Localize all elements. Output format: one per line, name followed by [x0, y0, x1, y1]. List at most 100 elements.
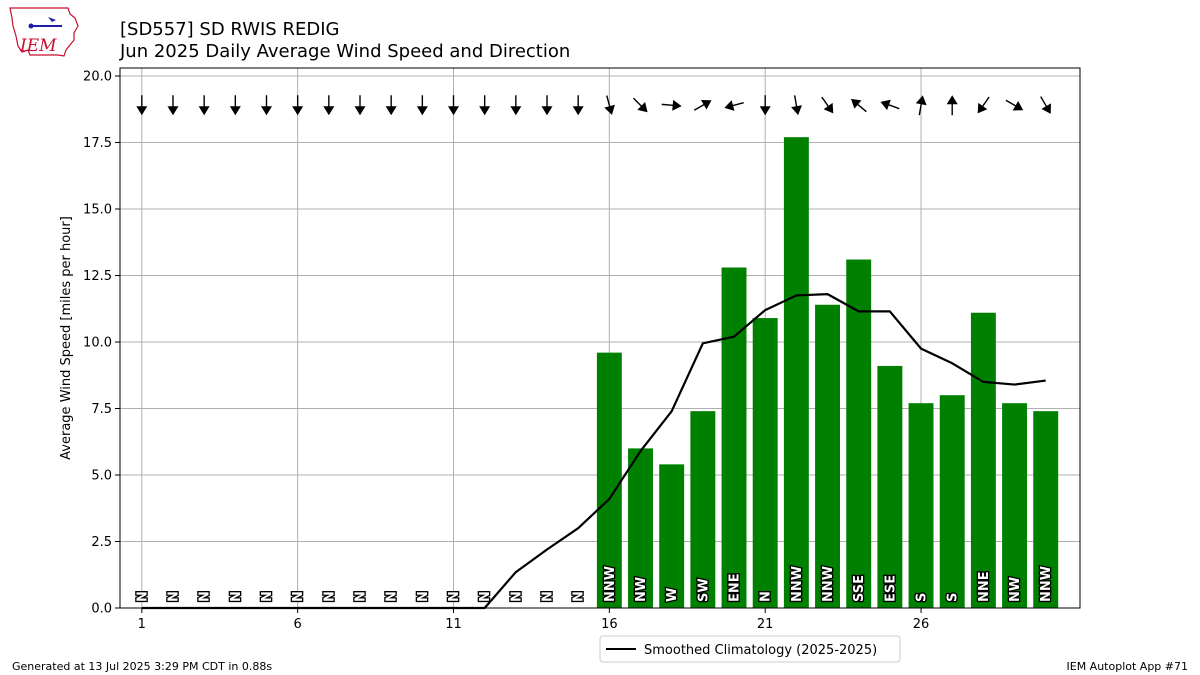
y-tick-label: 20.0 — [83, 69, 112, 84]
speed-bar — [659, 464, 685, 608]
wind-direction-arrow — [572, 95, 584, 116]
direction-labels: N N N N N N N N N N N N N N N NNW NW W SW ENE N NNW NNW SSE ESE S… — [134, 565, 1055, 604]
wind-direction-arrow — [448, 95, 460, 116]
y-tick-label: 7.5 — [91, 402, 112, 417]
logo-station-dot — [28, 23, 34, 29]
speed-bar — [908, 403, 934, 608]
speed-bar — [752, 318, 778, 608]
speed-bar — [970, 312, 996, 608]
wind-direction-arrow — [821, 96, 834, 114]
logo-text: IEM — [19, 36, 57, 56]
arrow-head — [604, 104, 615, 115]
direction-label: N — [385, 591, 400, 602]
arrow-head — [167, 106, 179, 116]
speed-bars — [596, 137, 1059, 608]
direction-label: N — [322, 591, 337, 602]
direction-label: SW — [696, 578, 711, 602]
wind-direction-arrow — [946, 95, 958, 116]
wind-direction-arrow — [1040, 96, 1051, 114]
arrow-head — [724, 100, 735, 111]
logo-wind-flag — [48, 17, 56, 22]
wind-direction-arrow — [323, 95, 335, 116]
arrow-head — [416, 106, 428, 116]
wind-direction-arrow — [661, 99, 682, 111]
wind-direction-arrow — [510, 95, 522, 116]
arrow-head — [851, 98, 862, 109]
y-tick-label: 17.5 — [83, 136, 112, 151]
direction-label: N — [447, 591, 462, 602]
direction-label: N — [229, 591, 244, 602]
arrow-head — [260, 106, 272, 116]
wind-direction-arrow — [724, 100, 744, 111]
chart-title-line1: [SD557] SD RWIS REDIG — [120, 19, 339, 40]
x-tick-label: 16 — [601, 617, 618, 632]
direction-label: W — [665, 588, 680, 602]
arrow-head — [791, 105, 802, 116]
legend: Smoothed Climatology (2025-2025) — [599, 635, 901, 663]
direction-label: S — [915, 593, 930, 602]
x-tick-label: 6 — [294, 617, 302, 632]
direction-label: N — [509, 591, 524, 602]
speed-bar — [721, 267, 747, 608]
direction-label: NNW — [790, 566, 805, 602]
direction-label: N — [478, 591, 493, 602]
wind-direction-arrow — [791, 95, 802, 116]
wind-direction-arrow — [915, 95, 927, 116]
wind-direction-arrow — [1005, 99, 1024, 111]
direction-label: N — [260, 591, 275, 602]
wind-direction-arrow — [416, 95, 428, 116]
arrow-head — [700, 99, 712, 110]
wind-direction-arrow — [604, 95, 615, 115]
direction-label: N — [135, 591, 150, 602]
wind-direction-arrow — [632, 97, 648, 113]
arrow-head — [977, 102, 988, 114]
direction-label: SSE — [852, 575, 867, 602]
direction-label: NNW — [1039, 566, 1054, 602]
wind-direction-arrow — [541, 95, 553, 116]
plot-frame — [119, 67, 1081, 609]
speed-bar — [1002, 403, 1028, 608]
arrow-head — [1041, 103, 1051, 114]
direction-label: NW — [634, 577, 649, 602]
legend-label: Smoothed Climatology (2025-2025) — [644, 643, 877, 658]
speed-bar — [877, 365, 903, 608]
direction-label: N — [354, 591, 369, 602]
direction-label: N — [572, 591, 587, 602]
arrow-head — [823, 102, 834, 114]
wind-direction-arrow — [880, 99, 900, 111]
arrow-head — [572, 106, 584, 116]
wind-direction-arrow — [167, 95, 179, 116]
arrow-head — [759, 106, 771, 116]
y-tick-label: 15.0 — [83, 202, 112, 217]
legend-box — [599, 635, 901, 663]
wind-direction-arrow — [851, 98, 867, 113]
wind-direction-arrow — [136, 95, 148, 116]
x-tick-label: 26 — [913, 617, 930, 632]
arrow-head — [915, 95, 927, 106]
direction-label: ENE — [728, 573, 743, 602]
arrow-head — [510, 106, 522, 116]
arrow-head — [385, 106, 397, 116]
arrow-head — [479, 106, 491, 116]
direction-label: N — [166, 591, 181, 602]
direction-label: NNW — [603, 566, 618, 602]
y-tick-label: 5.0 — [91, 468, 112, 483]
speed-bar — [628, 448, 653, 608]
speed-bar — [939, 395, 965, 608]
direction-label: NNE — [977, 571, 992, 602]
direction-label: NNW — [821, 566, 836, 602]
wind-direction-arrow — [977, 96, 990, 114]
iem-logo: IEM — [9, 7, 79, 57]
speed-bar — [815, 304, 840, 608]
x-tick-label: 21 — [757, 617, 774, 632]
arrow-head — [672, 99, 682, 111]
y-axis-label: Average Wind Speed [miles per hour] — [59, 216, 74, 460]
direction-label: N — [759, 591, 774, 602]
x-tick-label: 1 — [138, 617, 146, 632]
arrow-head — [354, 106, 366, 116]
wind-direction-arrow — [198, 95, 210, 116]
y-tick-label: 0.0 — [91, 602, 112, 617]
arrow-head — [541, 106, 553, 116]
direction-label: S — [946, 593, 961, 602]
